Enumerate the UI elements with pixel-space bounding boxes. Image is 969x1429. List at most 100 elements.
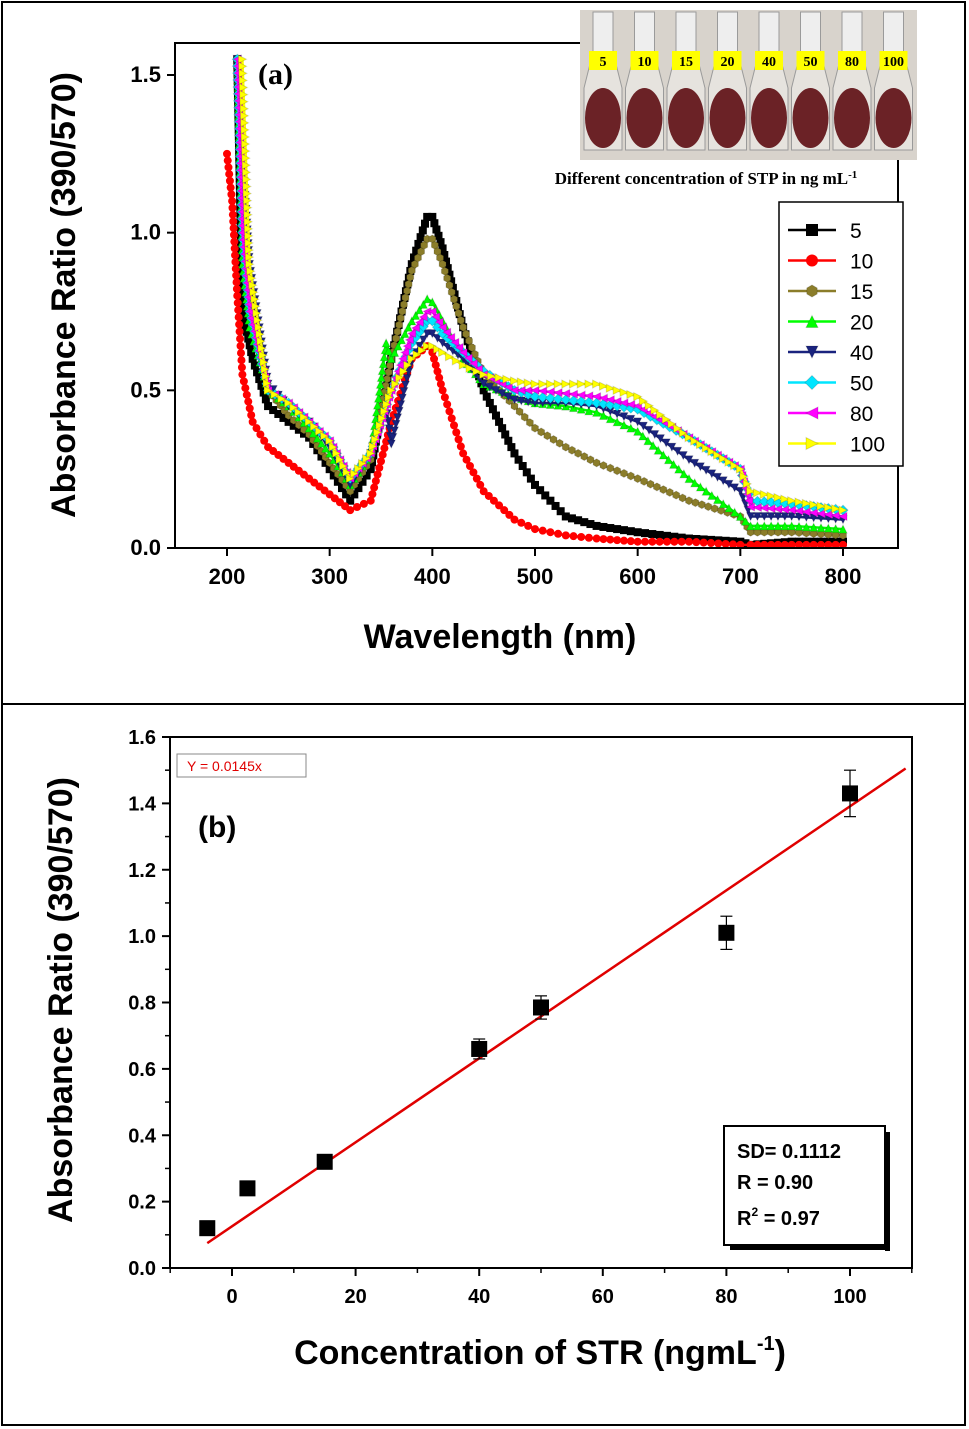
series-10-marker	[450, 421, 459, 430]
series-80-marker	[786, 505, 797, 515]
series-40-marker	[745, 511, 756, 522]
series-80-marker	[445, 332, 456, 343]
series-10-marker	[454, 435, 463, 444]
series-5-marker	[242, 327, 251, 336]
series-5-marker	[580, 518, 589, 527]
series-100-marker	[239, 110, 250, 121]
series-100-marker	[244, 231, 254, 241]
series-100-marker	[553, 379, 564, 389]
series-100-marker	[707, 446, 717, 457]
series-10-marker	[438, 386, 447, 395]
panel-b-y-tick-label: 1.6	[128, 727, 156, 749]
series-10-marker	[380, 444, 389, 453]
legend-marker	[804, 374, 820, 391]
series-5-marker	[491, 411, 500, 420]
series-80-marker	[801, 507, 811, 517]
panel-a-x-tick-label: 700	[722, 564, 759, 589]
series-10-marker	[469, 468, 478, 477]
vial-tag	[589, 51, 617, 70]
series-80-marker	[402, 341, 412, 351]
series-20-marker	[612, 416, 622, 427]
series-10-marker	[247, 411, 256, 420]
series-100-marker	[320, 431, 330, 441]
series-5-marker	[250, 361, 259, 370]
series-20-marker	[383, 345, 394, 356]
series-15-marker	[525, 418, 534, 428]
series-100-marker	[472, 366, 482, 377]
series-80-marker	[625, 399, 636, 410]
series-20-marker	[808, 522, 819, 532]
vial-tag	[672, 51, 700, 70]
series-15-marker	[462, 329, 471, 339]
equation-box	[176, 753, 307, 778]
series-5-marker	[495, 417, 504, 426]
series-100-marker	[530, 379, 541, 389]
series-20-marker	[648, 440, 658, 451]
series-80-marker	[576, 390, 586, 400]
series-10-marker	[677, 537, 686, 546]
series-5-marker	[239, 314, 248, 323]
series-10-marker	[231, 257, 240, 266]
series-40-marker	[485, 382, 495, 393]
series-15-marker	[410, 259, 419, 269]
panel-b-x-tick-label: 20	[344, 1286, 366, 1308]
series-10-marker	[569, 532, 578, 541]
series-5-marker	[237, 286, 246, 295]
series-15-marker	[346, 486, 355, 496]
series-80-marker	[793, 506, 804, 516]
series-10-marker	[577, 532, 586, 541]
series-5-marker	[261, 395, 270, 404]
series-20-marker	[386, 353, 397, 364]
series-10-marker	[377, 457, 385, 466]
series-20-marker	[591, 407, 602, 417]
series-5-marker	[284, 417, 293, 426]
series-5-marker	[337, 484, 346, 493]
series-5-marker	[641, 529, 649, 538]
series-20-marker	[375, 379, 386, 389]
vial-label: 20	[721, 55, 735, 70]
series-20-marker	[374, 386, 385, 396]
series-15-marker	[454, 308, 463, 318]
series-15-marker	[620, 468, 628, 478]
series-100-marker	[262, 378, 273, 389]
legend-label: 5	[850, 220, 862, 243]
data-point	[718, 924, 735, 941]
series-15-marker	[586, 455, 595, 465]
series-100-marker	[251, 301, 261, 312]
series-100-marker	[394, 372, 405, 383]
series-100-marker	[831, 503, 841, 514]
series-100-marker	[377, 413, 388, 424]
data-point	[316, 1153, 333, 1170]
series-10-marker	[235, 327, 244, 336]
series-10-marker	[373, 470, 382, 479]
series-100-marker	[661, 414, 672, 425]
series-50-marker	[560, 394, 572, 406]
series-100-marker	[239, 89, 249, 100]
series-15-marker	[510, 401, 519, 411]
series-10-marker	[685, 537, 693, 546]
legend-entry-40: 40	[788, 342, 873, 365]
series-20-marker	[605, 413, 616, 424]
series-100-marker	[238, 82, 249, 93]
series-10-marker	[260, 436, 269, 445]
series-50-marker	[426, 315, 439, 327]
series-10-marker	[495, 501, 504, 510]
series-5-marker	[485, 398, 494, 407]
vial-tag	[879, 51, 908, 70]
legend-marker	[805, 436, 820, 451]
series-100-marker	[823, 502, 834, 513]
series-10-marker	[229, 230, 238, 239]
vial-tag	[713, 51, 742, 70]
series-15-marker	[447, 287, 456, 297]
panel-b-x-ticks: 0 20 40 60 80 100	[169, 1268, 913, 1308]
series-100-marker	[299, 412, 310, 422]
series-5-marker	[551, 501, 560, 510]
series-100-marker	[240, 125, 250, 135]
series-5-marker	[531, 480, 539, 489]
series-100-marker	[458, 360, 469, 370]
series-10-marker	[561, 531, 570, 540]
series-20-marker	[816, 522, 826, 533]
series-100-marker	[240, 132, 251, 142]
vial-liquid	[751, 88, 787, 148]
series-40-marker	[735, 486, 746, 497]
